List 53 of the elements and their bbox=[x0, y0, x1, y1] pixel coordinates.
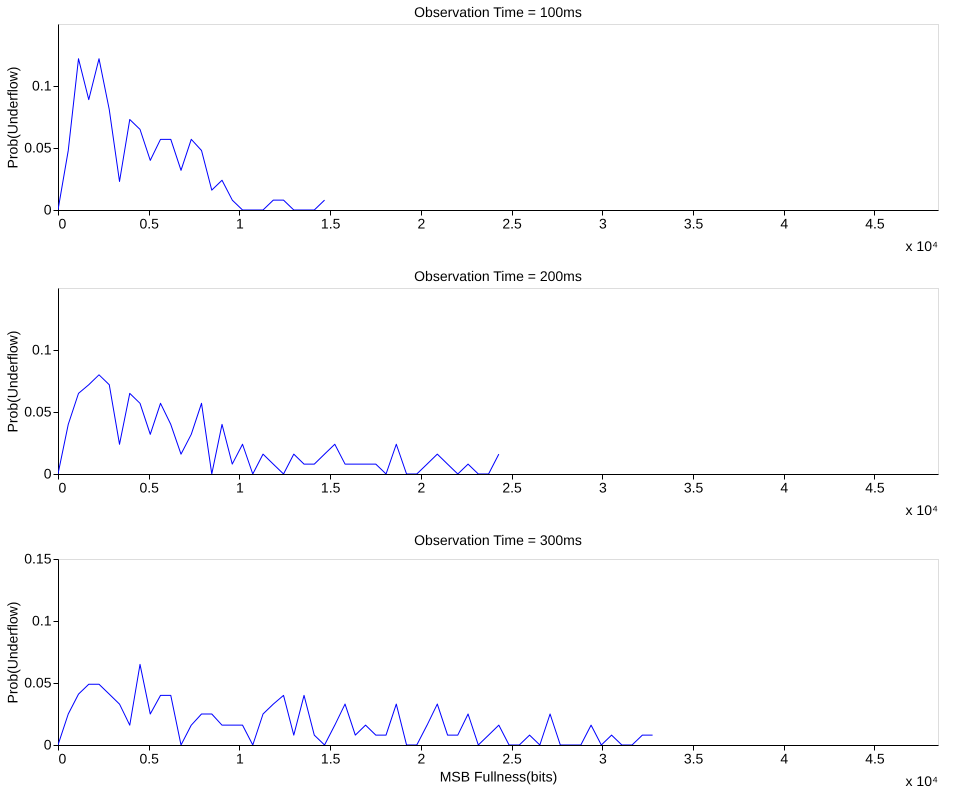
x-tick-label: 2 bbox=[417, 216, 426, 232]
y-tick-label: 0 bbox=[44, 466, 52, 482]
x-tick-label: 0 bbox=[58, 750, 66, 766]
x-tick-label: 2 bbox=[417, 750, 426, 766]
x-tick-label: 4.5 bbox=[865, 480, 885, 496]
x-tick-label: 3.5 bbox=[684, 750, 704, 766]
x-tick-label: 3 bbox=[598, 480, 607, 496]
x-tick-label: 4 bbox=[780, 480, 788, 496]
x-tick-label: 3.5 bbox=[684, 216, 704, 232]
chart-title: Observation Time = 200ms bbox=[414, 268, 582, 284]
x-tick-label: 1 bbox=[236, 750, 244, 766]
line-series bbox=[58, 374, 500, 474]
x-tick-label: 1.5 bbox=[320, 216, 341, 232]
x-tick-label: 3 bbox=[598, 216, 607, 232]
x-tick-label: 2.5 bbox=[502, 480, 522, 496]
y-tick-label: 0.05 bbox=[24, 404, 52, 420]
y-tick-label: 0 bbox=[44, 736, 52, 752]
x-tick-label: 0.5 bbox=[139, 480, 160, 496]
y-tick-label: 0.1 bbox=[32, 78, 52, 94]
x-axis-title: MSB Fullness(bits) bbox=[440, 768, 558, 784]
y-axis-title: Prob(Underflow) bbox=[4, 602, 20, 704]
x-tick-label: 2.5 bbox=[502, 750, 522, 766]
y-axis-title: Prob(Underflow) bbox=[4, 66, 20, 168]
x-tick-label: 0.5 bbox=[139, 750, 160, 766]
x-tick-label: 4 bbox=[780, 216, 788, 232]
line-series bbox=[58, 58, 326, 210]
chart-title: Observation Time = 300ms bbox=[414, 532, 582, 548]
x-tick-label: 0 bbox=[58, 480, 66, 496]
x-tick-label: 2.5 bbox=[502, 216, 522, 232]
y-tick-label: 0.05 bbox=[24, 674, 52, 690]
x-tick-label: 4.5 bbox=[865, 750, 885, 766]
x-tick-label: 0.5 bbox=[139, 216, 160, 232]
chart-title: Observation Time = 100ms bbox=[414, 4, 582, 20]
y-axis-title: Prob(Underflow) bbox=[4, 330, 20, 432]
text: x 10⁴ bbox=[906, 773, 938, 789]
x-tick-label: 3.5 bbox=[684, 480, 704, 496]
x-tick-label: 4 bbox=[780, 750, 788, 766]
x-tick-label: 0 bbox=[58, 216, 66, 232]
y-tick-label: 0 bbox=[44, 202, 52, 218]
x-tick-label: 3 bbox=[598, 750, 607, 766]
x-tick-label: 1 bbox=[236, 216, 244, 232]
text: x 10⁴ bbox=[906, 502, 938, 518]
y-tick-label: 0.15 bbox=[24, 550, 52, 566]
y-tick-label: 0.05 bbox=[24, 140, 52, 156]
x-tick-label: 4.5 bbox=[865, 216, 885, 232]
y-tick-label: 0.1 bbox=[32, 342, 52, 358]
x-tick-label: 2 bbox=[417, 480, 426, 496]
x-tick-label: 1 bbox=[236, 480, 244, 496]
text: x 10⁴ bbox=[906, 238, 938, 254]
x-tick-label: 1.5 bbox=[320, 480, 341, 496]
y-tick-label: 0.1 bbox=[32, 612, 52, 628]
line-series bbox=[58, 664, 654, 745]
x-tick-label: 1.5 bbox=[320, 750, 341, 766]
